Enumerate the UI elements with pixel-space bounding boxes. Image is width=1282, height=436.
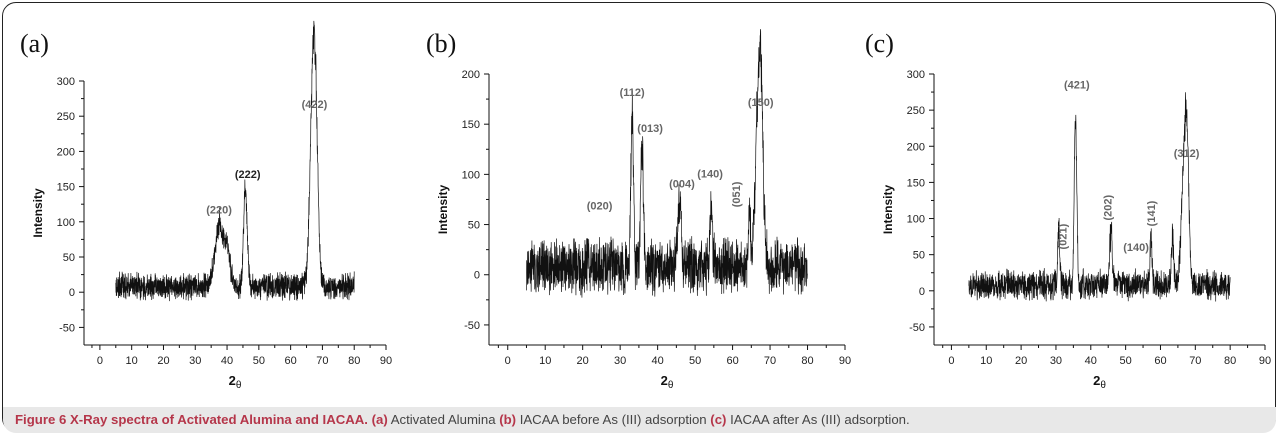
panel-label: (b) bbox=[426, 29, 456, 58]
chart-panel-1: (b) -50 0 50 100 150 200 0 10 20 30 40 50 60 70 80 90 2θ I… bbox=[426, 29, 851, 391]
caption-b-tag: (b) bbox=[499, 412, 517, 427]
peak-label: (020) bbox=[587, 201, 613, 213]
peak-label: (421) bbox=[1064, 79, 1090, 91]
x-tick-label: 40 bbox=[652, 355, 664, 367]
peak-label: (202) bbox=[1103, 195, 1115, 221]
x-tick-label: 30 bbox=[1050, 355, 1062, 367]
caption-a-text: Activated Alumina bbox=[387, 412, 500, 427]
caption-bar: Figure 6 X-Ray spectra of Activated Alum… bbox=[3, 407, 1276, 433]
peak-label: (112) bbox=[620, 87, 645, 99]
x-tick-label: 40 bbox=[1085, 355, 1097, 367]
y-axis-title: Intensity bbox=[436, 185, 450, 235]
y-tick-label: 300 bbox=[907, 69, 925, 81]
caption-c-text: IACAA after As (III) adsorption. bbox=[726, 412, 910, 427]
x-tick-label: 60 bbox=[285, 355, 297, 367]
y-tick-label: 150 bbox=[907, 177, 925, 189]
x-tick-label: 50 bbox=[253, 355, 265, 367]
x-axis-title: 2θ bbox=[229, 373, 242, 391]
y-tick-label: -50 bbox=[909, 322, 925, 334]
panel-label: (c) bbox=[865, 29, 894, 58]
x-tick-label: 50 bbox=[689, 355, 701, 367]
y-tick-label: 0 bbox=[919, 286, 925, 298]
spectrum-trace bbox=[968, 92, 1231, 302]
x-tick-label: 80 bbox=[348, 355, 360, 367]
x-tick-label: 10 bbox=[126, 355, 138, 367]
y-tick-label: 250 bbox=[57, 111, 75, 123]
y-tick-label: 300 bbox=[57, 76, 75, 88]
peak-label: (013) bbox=[637, 123, 663, 135]
peak-label: (004) bbox=[669, 178, 695, 190]
y-tick-label: 200 bbox=[462, 69, 480, 81]
chart-panel-0: (a) -50 0 50 100 150 200 250 300 0 10 20 30 40 50 60 70 8… bbox=[20, 20, 392, 391]
y-tick-label: 50 bbox=[468, 220, 480, 232]
y-axis-title: Intensity bbox=[881, 185, 895, 235]
spectrum-trace bbox=[115, 20, 355, 302]
x-tick-label: 40 bbox=[221, 355, 233, 367]
x-axis-title: 2θ bbox=[661, 373, 674, 391]
y-tick-label: 100 bbox=[57, 217, 75, 229]
peak-label: (220) bbox=[206, 204, 232, 216]
x-tick-label: 70 bbox=[316, 355, 328, 367]
y-tick-label: -50 bbox=[464, 320, 480, 332]
peak-label: (222) bbox=[235, 169, 261, 181]
y-tick-label: 200 bbox=[57, 146, 75, 158]
y-tick-label: 100 bbox=[907, 214, 925, 226]
x-tick-label: 90 bbox=[839, 355, 851, 367]
peak-label: (021) bbox=[1057, 223, 1069, 249]
x-tick-label: 0 bbox=[97, 355, 103, 367]
x-tick-label: 50 bbox=[1120, 355, 1132, 367]
x-tick-label: 30 bbox=[614, 355, 626, 367]
y-tick-label: -50 bbox=[59, 322, 75, 334]
y-tick-label: 0 bbox=[474, 270, 480, 282]
peak-label: (140) bbox=[697, 168, 723, 180]
peak-label: (312) bbox=[1174, 148, 1200, 160]
peak-label: (051) bbox=[731, 181, 743, 207]
peak-label: (422) bbox=[302, 99, 328, 111]
caption-c-tag: (c) bbox=[710, 412, 727, 427]
caption-lead: Figure 6 X-Ray spectra of Activated Alum… bbox=[15, 412, 368, 427]
x-tick-label: 0 bbox=[948, 355, 954, 367]
y-axis-title: Intensity bbox=[31, 188, 45, 238]
y-tick-label: 0 bbox=[69, 287, 75, 299]
x-tick-label: 20 bbox=[577, 355, 589, 367]
x-axis-title: 2θ bbox=[1093, 373, 1106, 391]
figure-caption: Figure 6 X-Ray spectra of Activated Alum… bbox=[15, 412, 910, 427]
x-tick-label: 80 bbox=[1224, 355, 1236, 367]
x-tick-label: 0 bbox=[505, 355, 511, 367]
x-tick-label: 90 bbox=[1259, 355, 1271, 367]
y-tick-label: 100 bbox=[462, 169, 480, 181]
x-tick-label: 70 bbox=[764, 355, 776, 367]
x-tick-label: 20 bbox=[157, 355, 169, 367]
x-tick-label: 30 bbox=[189, 355, 201, 367]
panel-label: (a) bbox=[20, 29, 49, 58]
x-tick-label: 80 bbox=[801, 355, 813, 367]
y-tick-label: 150 bbox=[462, 119, 480, 131]
caption-b-text: IACAA before As (III) adsorption bbox=[516, 412, 711, 427]
spectrum-trace bbox=[526, 29, 808, 298]
x-tick-label: 70 bbox=[1189, 355, 1201, 367]
peak-label: (150) bbox=[748, 97, 774, 109]
y-tick-label: 200 bbox=[907, 141, 925, 153]
y-tick-label: 50 bbox=[63, 252, 75, 264]
x-tick-label: 60 bbox=[726, 355, 738, 367]
x-tick-label: 10 bbox=[980, 355, 992, 367]
x-tick-label: 90 bbox=[380, 355, 392, 367]
x-tick-label: 60 bbox=[1154, 355, 1166, 367]
peak-label: (141) bbox=[1146, 200, 1158, 226]
y-tick-label: 50 bbox=[913, 250, 925, 262]
x-tick-label: 20 bbox=[1015, 355, 1027, 367]
caption-a-tag: (a) bbox=[371, 412, 388, 427]
chart-panel-2: (c) -50 0 50 100 150 200 250 300 0 10 20 30 40 50 60 70 8… bbox=[865, 29, 1271, 391]
peak-label: (140) bbox=[1123, 242, 1149, 254]
y-tick-label: 250 bbox=[907, 105, 925, 117]
y-tick-label: 150 bbox=[57, 182, 75, 194]
x-tick-label: 10 bbox=[539, 355, 551, 367]
